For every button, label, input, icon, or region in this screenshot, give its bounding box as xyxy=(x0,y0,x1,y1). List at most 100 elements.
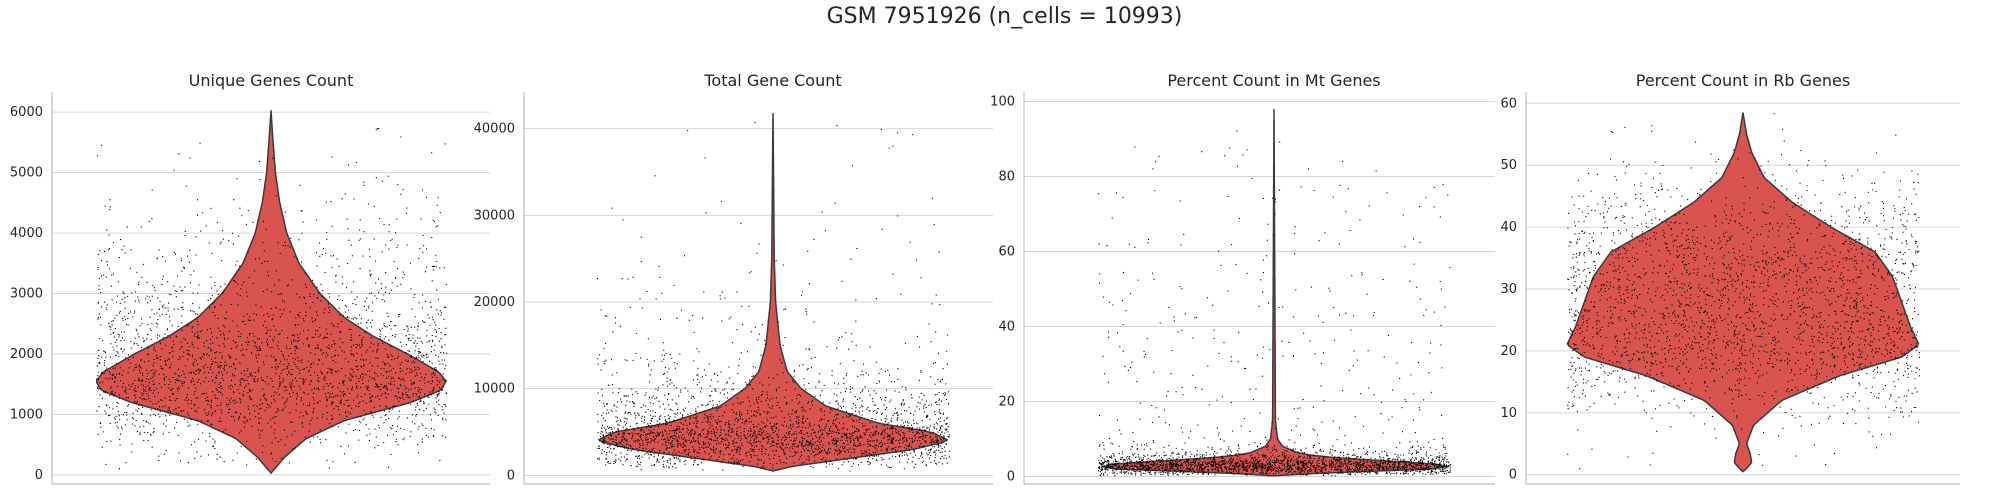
cell-point xyxy=(187,399,189,401)
cell-point xyxy=(628,447,630,449)
cell-point xyxy=(389,408,391,410)
cell-point xyxy=(316,314,318,316)
cell-point xyxy=(941,451,943,453)
cell-point xyxy=(392,377,394,379)
cell-point xyxy=(265,398,267,400)
cell-point xyxy=(184,230,186,232)
cell-point xyxy=(412,414,414,416)
cell-point xyxy=(387,356,389,358)
cell-point xyxy=(98,406,100,408)
cell-point xyxy=(243,281,245,283)
cell-point xyxy=(896,432,898,434)
cell-point xyxy=(711,432,713,434)
y-tick-label: 0 xyxy=(35,468,43,483)
cell-point xyxy=(329,393,331,395)
cell-point xyxy=(359,268,361,270)
cell-point xyxy=(931,443,933,445)
cell-point xyxy=(728,453,730,455)
cell-point xyxy=(214,447,216,449)
cell-point xyxy=(847,443,849,445)
cell-point xyxy=(726,446,728,448)
cell-point xyxy=(914,434,916,436)
cell-point xyxy=(801,443,803,445)
cell-point xyxy=(368,428,370,430)
cell-point xyxy=(313,399,315,401)
cell-point xyxy=(658,265,660,267)
cell-point xyxy=(355,304,357,306)
cell-point xyxy=(194,457,196,459)
cell-point xyxy=(319,400,321,402)
cell-point xyxy=(886,427,888,429)
cell-point xyxy=(309,383,311,385)
cell-point xyxy=(103,362,105,364)
cell-point xyxy=(427,356,429,358)
cell-point xyxy=(825,466,827,468)
cell-point xyxy=(265,327,267,329)
cell-point xyxy=(676,403,678,405)
cell-point xyxy=(199,369,201,371)
cell-point xyxy=(640,429,642,431)
cell-point xyxy=(282,354,284,356)
cell-point xyxy=(328,312,330,314)
cell-point xyxy=(182,306,184,308)
cell-point xyxy=(151,218,153,220)
cell-point xyxy=(837,437,839,439)
cell-point xyxy=(277,341,279,343)
cell-point xyxy=(190,274,192,276)
cell-point xyxy=(122,382,124,384)
cell-point xyxy=(933,423,935,425)
cell-point xyxy=(255,258,257,260)
cell-point xyxy=(379,328,381,330)
cell-point xyxy=(424,382,426,384)
cell-point xyxy=(207,346,209,348)
cell-point xyxy=(385,419,387,421)
cell-point xyxy=(134,310,136,312)
cell-point xyxy=(246,337,248,339)
cell-point xyxy=(328,307,330,309)
cell-point xyxy=(444,404,446,406)
cell-point xyxy=(845,439,847,441)
cell-point xyxy=(197,397,199,399)
cell-point xyxy=(692,379,694,381)
cell-point xyxy=(885,420,887,422)
cell-point xyxy=(138,408,140,410)
cell-point xyxy=(145,381,147,383)
cell-point xyxy=(772,440,774,442)
cell-point xyxy=(215,376,217,378)
cell-point xyxy=(199,142,201,144)
cell-point xyxy=(718,435,720,437)
cell-point xyxy=(800,407,802,409)
cell-point xyxy=(902,437,904,439)
cell-point xyxy=(663,460,665,462)
cell-point xyxy=(378,386,380,388)
cell-point xyxy=(114,418,116,420)
cell-point xyxy=(861,423,863,425)
cell-point xyxy=(340,399,342,401)
cell-point xyxy=(847,416,849,418)
cell-point xyxy=(414,423,416,425)
cell-point xyxy=(330,371,332,373)
cell-point xyxy=(801,462,803,464)
cell-point xyxy=(940,425,942,427)
cell-point xyxy=(919,436,921,438)
cell-point xyxy=(615,430,617,432)
cell-point xyxy=(423,379,425,381)
cell-point xyxy=(869,422,871,424)
cell-point xyxy=(378,291,380,293)
cell-point xyxy=(610,427,612,429)
cell-point xyxy=(807,402,809,404)
cell-point xyxy=(832,442,834,444)
cell-point xyxy=(677,428,679,430)
cell-point xyxy=(399,371,401,373)
cell-point xyxy=(154,395,156,397)
cell-point xyxy=(767,420,769,422)
cell-point xyxy=(357,369,359,371)
cell-point xyxy=(190,381,192,383)
cell-point xyxy=(834,202,836,204)
cell-point xyxy=(170,399,172,401)
cell-point xyxy=(247,251,249,253)
cell-point xyxy=(622,444,624,446)
cell-point xyxy=(168,293,170,295)
cell-point xyxy=(97,302,99,304)
cell-point xyxy=(234,375,236,377)
